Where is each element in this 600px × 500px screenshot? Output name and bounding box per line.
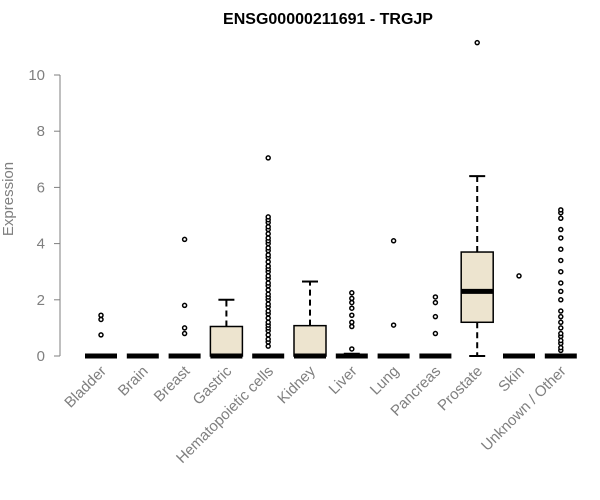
outlier-point (390, 238, 397, 244)
outlier-point (265, 315, 271, 321)
outlier-point (265, 319, 271, 326)
box-unknown-other (544, 207, 577, 359)
x-tick-label: Breast (151, 362, 194, 405)
outlier-point (390, 322, 397, 328)
x-tick-label: Brain (115, 363, 152, 400)
outlier-point (432, 299, 439, 306)
box-pancreas (419, 294, 452, 359)
box-gastric (209, 298, 244, 359)
outlier-point (265, 155, 271, 161)
y-tick-label: 6 (37, 179, 45, 196)
outlier-point (558, 207, 564, 213)
outlier-point (558, 257, 564, 264)
outlier-point (265, 263, 271, 269)
outlier-point (181, 302, 188, 309)
outlier-point (349, 312, 355, 319)
x-tick-label: Liver (326, 363, 361, 398)
outlier-point (558, 297, 564, 303)
outlier-point (98, 312, 104, 319)
outlier-point (265, 291, 271, 297)
y-tick-label: 4 (37, 236, 45, 253)
outlier-point (265, 235, 271, 241)
outlier-point (558, 246, 564, 252)
box-iqr (209, 325, 244, 357)
outlier-point (558, 226, 564, 233)
outlier-point (432, 294, 439, 300)
y-axis-label: Expression (0, 162, 17, 236)
outlier-point (265, 214, 271, 220)
outlier-point (558, 288, 564, 295)
outlier-point (265, 301, 271, 307)
outlier-point (265, 332, 271, 338)
y-tick-label: 2 (37, 292, 45, 309)
outlier-point (558, 215, 564, 222)
x-tick-label: Bladder (61, 363, 110, 412)
x-tick-label: Skin (495, 363, 528, 396)
chart-title: ENSG00000211691 - TRGJP (223, 11, 433, 28)
outlier-point (265, 245, 271, 251)
outlier-point (265, 336, 271, 342)
outlier-point (558, 308, 564, 314)
box-breast (168, 236, 201, 359)
outlier-point (98, 332, 104, 338)
outlier-point (349, 295, 355, 302)
outlier-point (265, 287, 271, 293)
outlier-point (558, 344, 564, 351)
x-tick-label: Lung (367, 363, 403, 399)
outlier-point (558, 313, 564, 320)
box-bladder (85, 312, 117, 359)
y-tick-label: 0 (37, 348, 45, 365)
outlier-point (181, 325, 188, 331)
outlier-point (558, 319, 564, 326)
outlier-point (349, 346, 355, 352)
outlier-point (349, 305, 355, 311)
box-liver (335, 290, 368, 359)
box-iqr (460, 251, 494, 324)
outlier-point (265, 252, 271, 258)
box-lung (377, 238, 410, 359)
outlier-point (432, 313, 439, 320)
x-tick-label: Kidney (274, 362, 319, 407)
outlier-point (265, 308, 271, 314)
box-kidney (293, 280, 327, 359)
outlier-point (432, 330, 439, 337)
y-tick-label: 8 (37, 123, 45, 140)
box-iqr (293, 324, 327, 357)
outlier-point (349, 299, 355, 306)
outlier-point (265, 343, 271, 349)
outlier-point (98, 316, 104, 323)
outlier-point (181, 330, 188, 337)
outlier-point (349, 290, 355, 296)
box-prostate (460, 39, 494, 357)
outlier-point (558, 325, 564, 331)
outlier-point (349, 323, 355, 330)
outlier-point (558, 337, 564, 344)
outlier-point (474, 39, 480, 46)
outlier-point (181, 236, 188, 243)
outlier-point (558, 235, 564, 241)
outlier-point (265, 259, 271, 265)
outlier-point (265, 280, 271, 286)
outlier-point (558, 280, 564, 286)
x-tick-label: Prostate (434, 363, 486, 415)
box-hematopoietic-cells (252, 155, 285, 359)
outlier-point (558, 268, 564, 275)
outlier-point (558, 330, 564, 337)
outlier-point (265, 231, 271, 237)
y-axis-ticks: 0 2 4 6 8 10 (28, 67, 60, 365)
y-tick-label: 10 (28, 67, 45, 84)
outlier-point (349, 319, 355, 326)
outlier-point (265, 273, 271, 279)
outlier-point (516, 273, 522, 279)
outlier-point (265, 223, 271, 230)
box-skin (503, 273, 535, 359)
box-series (85, 39, 577, 359)
